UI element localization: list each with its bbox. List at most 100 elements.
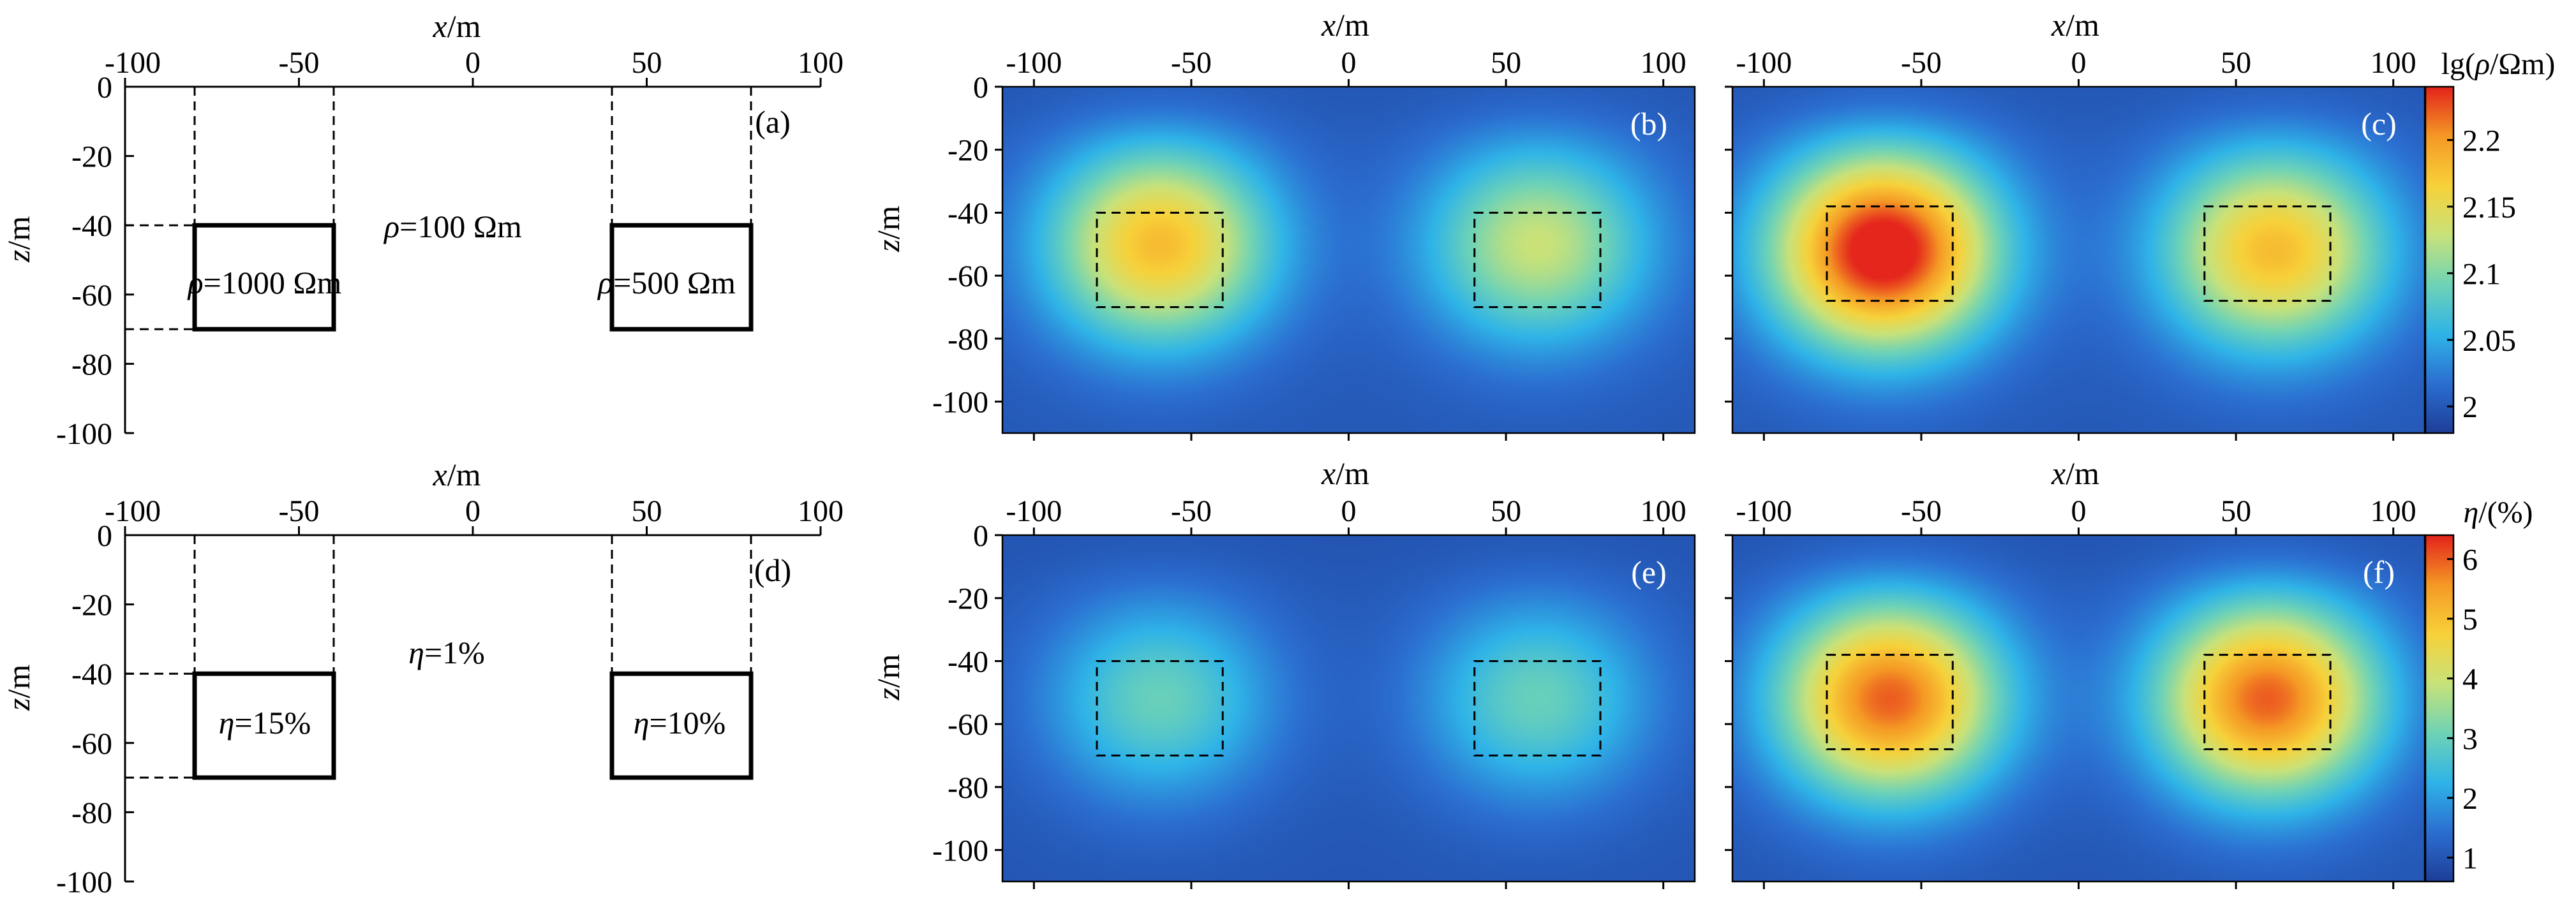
x-tick-label: 100 [798, 46, 844, 80]
colorbar-frame [2424, 534, 2455, 883]
panel-label: (f) [2363, 554, 2395, 590]
colorbar-tick-label: 2.2 [2462, 124, 2501, 158]
y-tick-label: -20 [71, 589, 112, 623]
y-tick-label: -80 [71, 796, 112, 830]
x-tick-label: 100 [1641, 46, 1686, 80]
panel-label: (e) [1631, 554, 1667, 590]
colorbar-frame [2424, 85, 2455, 434]
x-tick-label: 0 [2071, 494, 2087, 528]
anomaly-body-label: η=10% [634, 705, 726, 741]
x-tick-label: -100 [1736, 46, 1792, 80]
x-tick-label: 100 [1641, 494, 1686, 528]
y-tick-label: -20 [948, 134, 988, 168]
panel-label: (c) [2361, 106, 2397, 142]
colorbar-tick-label: 5 [2462, 603, 2478, 637]
background-label: ρ=100 Ωm [383, 209, 522, 244]
y-tick-label: -100 [56, 417, 112, 451]
y-tick-label: -60 [71, 727, 112, 761]
dashed-body-outline [2203, 205, 2332, 302]
x-axis-title: x/m [2051, 455, 2099, 491]
colorbar-tick-label: 2.1 [2462, 257, 2501, 291]
y-tick-label: -40 [71, 209, 112, 243]
heatmap-image [1732, 87, 2425, 433]
x-tick-label: 50 [632, 46, 662, 80]
dashed-body-outline [1473, 211, 1602, 309]
x-tick-label: -100 [105, 494, 161, 528]
colorbar-tick-label: 6 [2462, 543, 2478, 577]
y-tick-label: -60 [71, 279, 112, 313]
x-tick-label: -100 [1736, 494, 1792, 528]
y-tick-label: -100 [932, 386, 988, 420]
x-tick-label: 0 [1341, 46, 1357, 80]
y-tick-label: -40 [948, 645, 988, 679]
y-tick-label: -80 [948, 323, 988, 357]
y-tick-label: 0 [97, 71, 112, 105]
x-tick-label: 100 [2371, 46, 2416, 80]
x-axis-title: x/m [2051, 7, 2099, 43]
y-tick-label: -60 [948, 708, 988, 742]
x-tick-label: 100 [798, 494, 844, 528]
x-tick-label: 50 [2221, 494, 2251, 528]
y-tick-label: -20 [71, 140, 112, 174]
background-label: η=1% [408, 635, 485, 670]
x-tick-label: 0 [1341, 494, 1357, 528]
heatmap-image [1002, 535, 1695, 881]
y-tick-label: -40 [71, 658, 112, 691]
y-tick-label: -60 [948, 260, 988, 293]
colorbar-tick-label: 4 [2462, 663, 2478, 697]
dashed-body-outline [1096, 211, 1224, 309]
x-tick-label: -50 [1171, 46, 1212, 80]
colorbar-tick-label: 2.05 [2462, 324, 2516, 358]
x-tick-label: 0 [465, 46, 480, 80]
x-tick-label: 50 [2221, 46, 2251, 80]
y-tick-label: -80 [948, 771, 988, 805]
colorbar-tick-label: 1 [2462, 842, 2478, 876]
y-tick-label: 0 [973, 519, 988, 553]
x-tick-label: -50 [279, 494, 320, 528]
heatmap-image [1732, 535, 2425, 881]
panel-label: (b) [1630, 106, 1667, 142]
anomaly-body-label: ρ=1000 Ωm [187, 265, 342, 300]
x-tick-label: -50 [1901, 46, 1942, 80]
x-tick-label: 100 [2371, 494, 2416, 528]
x-tick-label: -100 [1006, 494, 1062, 528]
colorbar-chargeability: 6 5 4 3 2 1 η/(%) [2424, 496, 2533, 883]
dashed-body-outline [1096, 660, 1224, 757]
colorbar-tick-label: 3 [2462, 722, 2478, 756]
colorbar-title: lg(ρ/Ωm) [2441, 47, 2556, 81]
anomaly-body-box [192, 223, 336, 332]
y-tick-label: -100 [56, 866, 112, 899]
anomaly-body-box [192, 671, 336, 780]
panel-label: (a) [755, 104, 791, 140]
y-tick-label: 0 [97, 519, 112, 553]
x-tick-label: 0 [2071, 46, 2087, 80]
x-tick-label: 50 [1491, 46, 1521, 80]
colorbar-gradient [2425, 87, 2453, 433]
heatmap-panel-c: -100 -50 0 50 100 x/m (c) [1725, 7, 2426, 441]
x-tick-label: -100 [105, 46, 161, 80]
x-axis-title: x/m [1321, 455, 1369, 491]
x-tick-label: 50 [1491, 494, 1521, 528]
colorbar-title: η/(%) [2463, 496, 2533, 529]
y-tick-label: -40 [948, 196, 988, 230]
x-tick-label: -100 [1006, 46, 1062, 80]
anomaly-body-box [609, 671, 754, 780]
x-axis-title: x/m [433, 8, 481, 44]
heatmap-panel-f: -100 -50 0 50 100 x/m (f) [1725, 455, 2426, 889]
model-panel-a: -100 -50 0 50 100 0 -20 -40 -60 -80 -100 x/m z/m ρ=10… [1, 8, 844, 451]
x-axis-title: x/m [433, 457, 481, 492]
colorbar-tick-label: 2 [2462, 782, 2478, 816]
colorbar-gradient [2425, 535, 2453, 881]
model-panel-d: -100 -50 0 50 100 0 -20 -40 -60 -80 -100 x/m z/m η=15… [1, 457, 844, 899]
dashed-body-outline [1826, 205, 1954, 302]
y-tick-label: 0 [973, 71, 988, 105]
anomaly-body-label: η=15% [219, 705, 311, 741]
y-axis-title: z/m [870, 205, 906, 252]
heatmap-image [1002, 87, 1695, 433]
anomaly-body-label: ρ=500 Ωm [597, 265, 736, 300]
x-tick-label: -50 [1171, 494, 1212, 528]
colorbar-resistivity: 2.2 2.15 2.1 2.05 2 lg(ρ/Ωm) [2424, 47, 2556, 434]
